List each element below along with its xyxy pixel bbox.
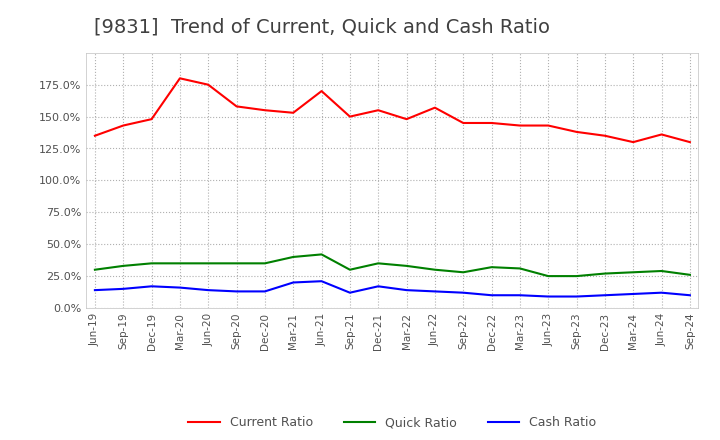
Cash Ratio: [516, 293, 524, 298]
Cash Ratio: [176, 285, 184, 290]
Cash Ratio: [402, 287, 411, 293]
Current Ratio: [572, 129, 581, 135]
Current Ratio: [374, 107, 382, 113]
Quick Ratio: [402, 263, 411, 268]
Current Ratio: [487, 120, 496, 126]
Cash Ratio: [289, 280, 297, 285]
Current Ratio: [402, 117, 411, 122]
Cash Ratio: [685, 293, 694, 298]
Quick Ratio: [148, 260, 156, 266]
Quick Ratio: [346, 267, 354, 272]
Current Ratio: [148, 117, 156, 122]
Cash Ratio: [572, 294, 581, 299]
Quick Ratio: [176, 260, 184, 266]
Quick Ratio: [204, 260, 212, 266]
Current Ratio: [544, 123, 552, 128]
Cash Ratio: [431, 289, 439, 294]
Cash Ratio: [318, 279, 326, 284]
Current Ratio: [516, 123, 524, 128]
Cash Ratio: [148, 284, 156, 289]
Current Ratio: [119, 123, 127, 128]
Current Ratio: [91, 133, 99, 139]
Cash Ratio: [204, 287, 212, 293]
Cash Ratio: [91, 287, 99, 293]
Line: Quick Ratio: Quick Ratio: [95, 254, 690, 276]
Quick Ratio: [487, 264, 496, 270]
Quick Ratio: [572, 273, 581, 279]
Cash Ratio: [544, 294, 552, 299]
Current Ratio: [629, 139, 637, 145]
Quick Ratio: [91, 267, 99, 272]
Text: [9831]  Trend of Current, Quick and Cash Ratio: [9831] Trend of Current, Quick and Cash …: [94, 18, 549, 37]
Quick Ratio: [261, 260, 269, 266]
Quick Ratio: [657, 268, 666, 274]
Cash Ratio: [657, 290, 666, 295]
Current Ratio: [289, 110, 297, 115]
Current Ratio: [204, 82, 212, 87]
Quick Ratio: [289, 254, 297, 260]
Legend: Current Ratio, Quick Ratio, Cash Ratio: Current Ratio, Quick Ratio, Cash Ratio: [184, 411, 601, 434]
Line: Current Ratio: Current Ratio: [95, 78, 690, 142]
Quick Ratio: [685, 272, 694, 278]
Current Ratio: [657, 132, 666, 137]
Quick Ratio: [431, 267, 439, 272]
Quick Ratio: [119, 263, 127, 268]
Current Ratio: [233, 104, 241, 109]
Quick Ratio: [516, 266, 524, 271]
Cash Ratio: [346, 290, 354, 295]
Current Ratio: [176, 76, 184, 81]
Cash Ratio: [487, 293, 496, 298]
Quick Ratio: [600, 271, 609, 276]
Cash Ratio: [374, 284, 382, 289]
Quick Ratio: [233, 260, 241, 266]
Quick Ratio: [318, 252, 326, 257]
Quick Ratio: [544, 273, 552, 279]
Current Ratio: [346, 114, 354, 119]
Cash Ratio: [261, 289, 269, 294]
Current Ratio: [600, 133, 609, 139]
Cash Ratio: [233, 289, 241, 294]
Quick Ratio: [459, 270, 467, 275]
Current Ratio: [685, 139, 694, 145]
Quick Ratio: [374, 260, 382, 266]
Line: Cash Ratio: Cash Ratio: [95, 281, 690, 297]
Cash Ratio: [600, 293, 609, 298]
Cash Ratio: [119, 286, 127, 291]
Cash Ratio: [629, 291, 637, 297]
Current Ratio: [261, 107, 269, 113]
Current Ratio: [459, 120, 467, 126]
Current Ratio: [431, 105, 439, 110]
Current Ratio: [318, 88, 326, 94]
Quick Ratio: [629, 270, 637, 275]
Cash Ratio: [459, 290, 467, 295]
